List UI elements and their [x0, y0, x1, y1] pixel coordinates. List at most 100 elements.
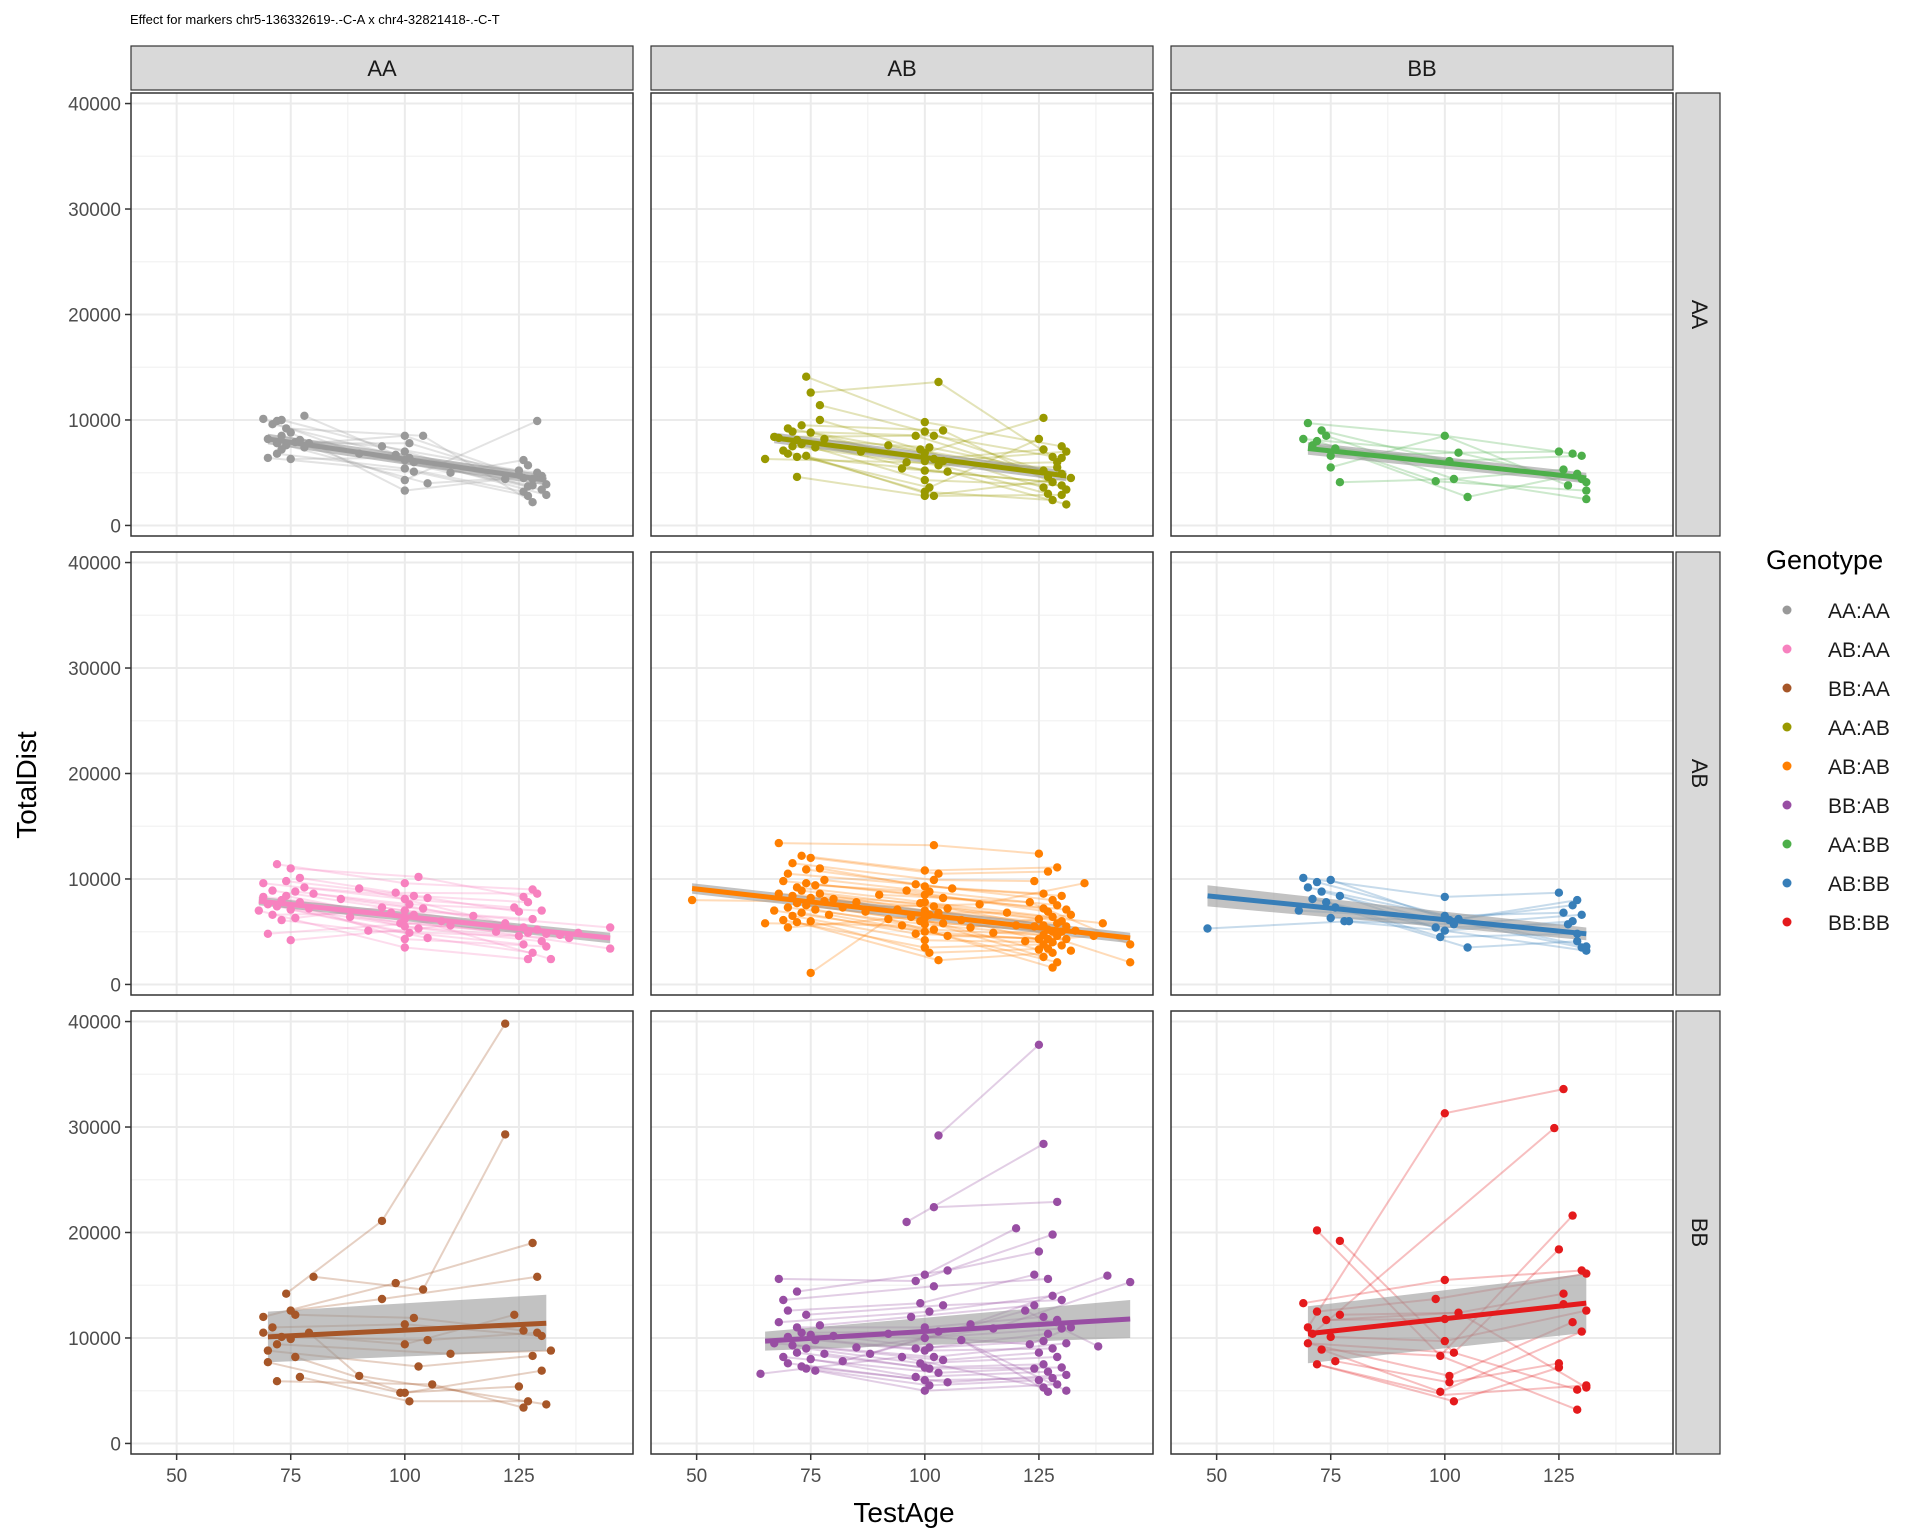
trend-line — [1307, 1300, 1587, 1337]
data-point — [815, 415, 825, 425]
data-point — [300, 883, 309, 892]
y-tick-label: 10000 — [68, 1329, 121, 1350]
data-point — [1445, 1371, 1454, 1381]
data-point — [1568, 449, 1577, 458]
data-point — [446, 1349, 455, 1359]
data-point — [1312, 1307, 1322, 1316]
data-point — [1582, 494, 1591, 504]
data-point — [1577, 1327, 1586, 1336]
data-point — [1582, 1269, 1591, 1278]
data-point — [920, 920, 929, 929]
data-point — [1053, 958, 1062, 967]
data-point — [1326, 913, 1335, 923]
data-point — [1062, 485, 1071, 494]
data-point — [806, 917, 815, 926]
data-point — [815, 864, 825, 873]
trend-line — [267, 1320, 547, 1340]
data-point — [1039, 413, 1048, 423]
data-point — [1331, 1357, 1340, 1366]
data-point — [355, 884, 364, 893]
data-point — [811, 1366, 820, 1375]
data-point — [920, 427, 929, 436]
data-point — [943, 904, 952, 913]
data-point — [797, 908, 806, 917]
legend-item: AB:BB — [1782, 873, 1890, 896]
data-point — [1436, 932, 1445, 942]
trajectory-line — [937, 1044, 1040, 1137]
col-strip-label: BB — [1407, 56, 1436, 81]
data-point — [1431, 923, 1440, 932]
data-point — [514, 1382, 524, 1391]
data-point — [1559, 1084, 1568, 1094]
data-point — [1043, 489, 1053, 498]
x-tick-label: 125 — [503, 1466, 535, 1487]
data-point — [929, 875, 939, 885]
data-point — [1463, 943, 1472, 952]
legend-label: AA:AB — [1828, 717, 1890, 740]
data-point — [1043, 1387, 1053, 1397]
legend-swatch — [1782, 878, 1792, 888]
x-tick-label: 75 — [280, 1466, 301, 1487]
data-point — [377, 1294, 387, 1304]
data-point — [309, 1272, 318, 1282]
data-point — [989, 928, 998, 937]
data-point — [1043, 1274, 1053, 1284]
y-tick-label: 30000 — [68, 200, 121, 221]
data-point — [291, 887, 300, 896]
trajectory-line — [349, 915, 497, 933]
y-tick-label: 30000 — [68, 659, 121, 680]
data-point — [1577, 910, 1586, 919]
data-point — [446, 468, 455, 477]
data-point — [920, 417, 929, 427]
data-point — [1126, 958, 1135, 967]
legend-item: AA:AB — [1782, 717, 1890, 740]
legend-item: BB:BB — [1782, 912, 1890, 935]
data-point — [1440, 892, 1450, 902]
data-point — [1303, 418, 1313, 428]
data-point — [779, 1295, 788, 1305]
data-point — [542, 1400, 551, 1409]
y-tick-label: 0 — [110, 1434, 121, 1455]
data-point — [1053, 901, 1062, 910]
data-point — [1020, 937, 1030, 946]
data-point — [1312, 877, 1322, 887]
data-point — [1057, 941, 1066, 950]
x-tick-label: 125 — [1023, 1466, 1055, 1487]
data-point — [1335, 478, 1345, 487]
data-point — [852, 898, 861, 907]
data-point — [1066, 910, 1076, 919]
data-point — [409, 467, 419, 476]
data-point — [528, 481, 537, 490]
data-point — [925, 443, 934, 452]
data-point — [542, 490, 551, 500]
data-point — [291, 913, 300, 923]
data-point — [1559, 465, 1568, 474]
data-point — [1203, 924, 1212, 933]
panel-border — [650, 1010, 1154, 1455]
data-point — [606, 923, 615, 932]
data-point — [783, 903, 793, 912]
data-point — [501, 1019, 510, 1028]
data-point — [263, 929, 273, 938]
col-strip-label: AA — [367, 56, 397, 81]
data-point — [405, 928, 414, 937]
data-point — [1554, 1359, 1564, 1368]
data-point — [286, 936, 295, 945]
data-point — [377, 442, 387, 451]
trajectory-line — [358, 887, 506, 925]
data-point — [1550, 1123, 1559, 1133]
trajectory-line — [960, 1339, 1049, 1393]
legend-label: BB:AB — [1828, 795, 1890, 818]
data-point — [1025, 1340, 1035, 1349]
data-point — [792, 1348, 802, 1357]
data-point — [897, 921, 907, 930]
legend-label: AB:AA — [1828, 639, 1890, 662]
data-point — [418, 904, 428, 913]
col-strip-aa: AA — [130, 45, 634, 91]
data-point — [400, 922, 409, 931]
data-point — [1057, 453, 1066, 463]
col-strip-ab: AB — [650, 45, 1154, 91]
legend: Genotype AA:AAAB:AABB:AAAA:ABAB:ABBB:ABA… — [1766, 545, 1890, 935]
data-point — [1053, 863, 1062, 872]
data-point — [934, 1368, 943, 1378]
